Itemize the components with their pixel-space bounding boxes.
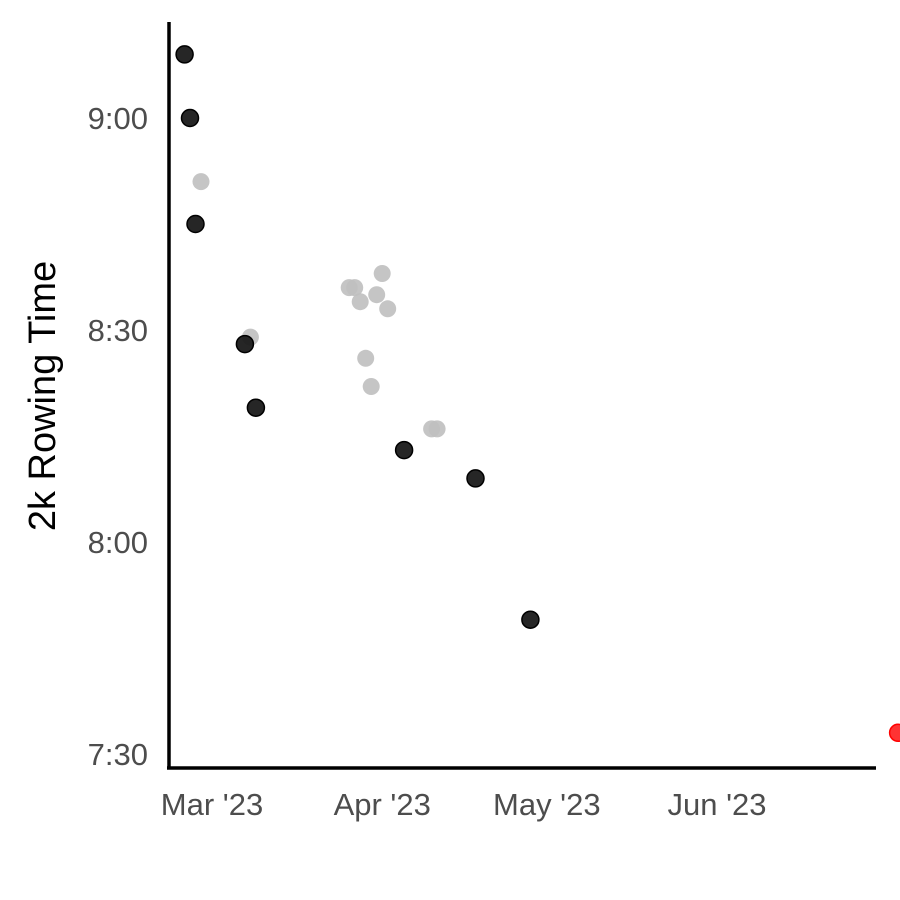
data-point-black (246, 398, 266, 417)
data-point-black (180, 108, 200, 128)
ticks-layer: Mar '23 Apr '23 May '23 Jun '23 7:30 8:00 8:30… (88, 101, 767, 822)
data-point-black (521, 610, 540, 629)
data-point-gray (346, 279, 364, 297)
y-tick-label: 8:30 (88, 313, 148, 348)
data-point-gray (379, 300, 397, 318)
x-tick-label: Jun '23 (668, 787, 767, 822)
points-layer (175, 45, 900, 743)
data-point-black (175, 45, 194, 64)
y-tick-label: 8:00 (88, 525, 148, 560)
data-point-gray (373, 265, 391, 282)
x-tick-label: Apr '23 (334, 787, 431, 822)
y-tick-label: 7:30 (88, 737, 148, 772)
data-point-black (394, 440, 414, 460)
x-tick-label: May '23 (493, 787, 601, 822)
y-axis-title: 2k Rowing Time (22, 261, 64, 531)
y-tick-label: 9:00 (88, 101, 148, 136)
data-point-black (235, 334, 255, 354)
data-point-red (888, 723, 900, 743)
data-point-gray (368, 286, 386, 304)
data-point-gray (362, 378, 380, 395)
data-point-gray (351, 293, 369, 311)
data-point-gray (192, 173, 210, 191)
data-point-black (186, 214, 205, 234)
data-point-gray (428, 420, 446, 438)
data-point-black (466, 469, 485, 488)
data-point-gray (357, 349, 375, 367)
x-tick-label: Mar '23 (161, 787, 263, 822)
